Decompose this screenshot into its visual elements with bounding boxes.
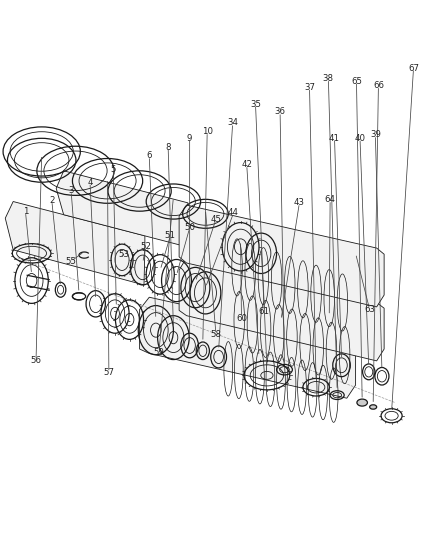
Text: 36: 36	[274, 108, 285, 117]
Text: 61: 61	[258, 307, 269, 316]
Text: 63: 63	[363, 305, 374, 314]
Text: 1: 1	[23, 207, 28, 216]
Text: 37: 37	[303, 83, 314, 92]
Ellipse shape	[369, 405, 376, 409]
Text: 52: 52	[140, 242, 151, 251]
Polygon shape	[179, 205, 383, 307]
Polygon shape	[5, 201, 145, 285]
Text: 42: 42	[240, 160, 252, 169]
Text: 38: 38	[322, 74, 333, 83]
Text: 40: 40	[353, 134, 365, 143]
Text: 8: 8	[165, 143, 170, 151]
Text: 35: 35	[249, 100, 261, 109]
Text: 53: 53	[118, 249, 129, 259]
Text: 6: 6	[146, 151, 152, 160]
Text: 65: 65	[350, 77, 361, 86]
Text: 34: 34	[226, 118, 238, 127]
Text: 10: 10	[201, 127, 212, 136]
Text: 44: 44	[227, 208, 239, 217]
Text: 59: 59	[153, 348, 164, 357]
Polygon shape	[56, 171, 187, 247]
Text: 43: 43	[293, 198, 304, 207]
Text: 60: 60	[235, 314, 247, 323]
Text: 41: 41	[328, 134, 339, 143]
Text: 9: 9	[187, 134, 192, 143]
Text: 4: 4	[87, 177, 92, 187]
Text: 67: 67	[407, 63, 418, 72]
Text: 2: 2	[49, 196, 54, 205]
Polygon shape	[179, 258, 383, 361]
Text: 51: 51	[164, 231, 176, 240]
Polygon shape	[139, 297, 355, 398]
Text: 39: 39	[369, 130, 380, 139]
Text: 57: 57	[103, 368, 114, 377]
Text: 58: 58	[210, 330, 221, 339]
Text: 50: 50	[184, 223, 195, 232]
Text: 64: 64	[324, 195, 335, 204]
Text: 5: 5	[110, 165, 116, 174]
Text: 56: 56	[30, 357, 42, 366]
Ellipse shape	[356, 399, 367, 406]
Text: 45: 45	[210, 215, 221, 223]
Text: 66: 66	[372, 81, 383, 90]
Text: 3: 3	[68, 187, 74, 196]
Text: 55: 55	[65, 257, 77, 266]
